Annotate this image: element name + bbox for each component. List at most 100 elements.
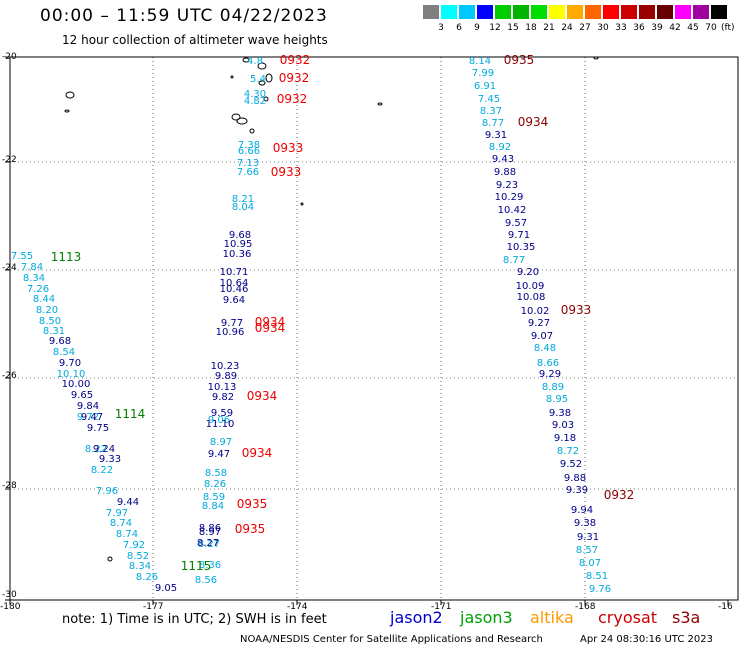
scale-label: 18 [525, 23, 537, 33]
wave-height-label: 9.72 [77, 412, 99, 423]
wave-height-label: 10.23 [211, 361, 240, 372]
island-shape [263, 96, 269, 102]
island-shape [64, 109, 70, 113]
wave-height-label: 11.10 [206, 419, 235, 430]
scale-swatch [621, 5, 637, 19]
island-shape [231, 113, 241, 121]
scale-swatch [567, 5, 583, 19]
scale-swatch [513, 5, 529, 19]
wave-height-label: 10.00 [62, 379, 91, 390]
lon-label-177: -177 [143, 602, 164, 612]
wave-height-label: 10.35 [507, 242, 536, 253]
wave-height-label: 8.26 [204, 479, 226, 490]
island-shape [65, 91, 75, 99]
wave-height-label: 7.92 [123, 540, 145, 551]
lat-label-20: -20 [2, 52, 17, 62]
wave-height-label: 7.13 [237, 158, 259, 169]
wave-height-label: 7.55 [11, 251, 33, 262]
wave-height-label: 9.57 [505, 218, 527, 229]
wave-height-label: 4.82 [244, 96, 266, 107]
wave-height-label: 6.91 [474, 81, 496, 92]
wave-height-label: 7.96 [96, 486, 118, 497]
wave-height-label: 8.56 [195, 575, 217, 586]
wave-height-label: 8.14 [469, 56, 491, 67]
wave-height-label: 9.82 [212, 392, 234, 403]
wave-height-label: 8.92 [489, 142, 511, 153]
page-subtitle: 12 hour collection of altimeter wave hei… [62, 33, 328, 47]
scale-swatch [423, 5, 439, 19]
wave-height-label: 10.09 [516, 281, 545, 292]
map-frame [9, 56, 739, 601]
scale-swatch [711, 5, 727, 19]
wave-height-label: 10.13 [208, 382, 237, 393]
wave-height-label: 8.07 [579, 558, 601, 569]
island-shape [257, 62, 267, 70]
scale-label: 42 [669, 23, 681, 33]
wave-height-label: 8.95 [546, 394, 568, 405]
wave-height-label: 8.77 [482, 118, 504, 129]
scale-label: 45 [687, 23, 699, 33]
wave-height-label: 10.29 [495, 192, 524, 203]
wave-height-label: 10.36 [223, 249, 252, 260]
scale-swatch [585, 5, 601, 19]
scale-unit: (ft) [721, 23, 735, 33]
wave-height-label: 8.54 [53, 347, 75, 358]
wave-height-label: 10.71 [220, 267, 249, 278]
island-shape [593, 56, 599, 60]
wave-height-label: 9.43 [492, 154, 514, 165]
wave-height-label: 9.94 [571, 505, 593, 516]
wave-height-label: 4.30 [244, 89, 266, 100]
wave-height-label: 8.58 [205, 468, 227, 479]
wave-height-label: 9.76 [589, 584, 611, 595]
lat-label-26: -26 [2, 371, 17, 381]
wave-height-label: 8.04 [232, 202, 254, 213]
wave-height-label: 8.97 [210, 437, 232, 448]
wave-height-label: 9.68 [229, 230, 251, 241]
lon-label-171: -171 [431, 602, 452, 612]
wave-height-label: 9.75 [87, 423, 109, 434]
scale-label: 70 [705, 23, 717, 33]
wave-height-label: 9.38 [574, 518, 596, 529]
wave-height-label: 8.52 [127, 551, 149, 562]
wave-height-label: 9.70 [59, 358, 81, 369]
wave-height-label: 8.74 [116, 529, 138, 540]
pass-time-label: 0932 [604, 488, 635, 502]
wave-height-label: 9.07 [531, 331, 553, 342]
island-shape [249, 128, 255, 134]
wave-height-label: 8.36 [199, 560, 221, 571]
pass-time-label: 0935 [235, 522, 266, 536]
pass-time-label: 0934 [247, 389, 278, 403]
wave-height-label: 10.46 [220, 284, 249, 295]
pass-time-label: 1115 [181, 559, 212, 573]
pass-time-label: 0932 [279, 71, 310, 85]
wave-height-label: 9.03 [552, 420, 574, 431]
pass-time-label: 0935 [237, 497, 268, 511]
wave-height-label: 9.31 [577, 532, 599, 543]
scale-swatch [531, 5, 547, 19]
legend-jason3: jason3 [460, 608, 513, 627]
wave-height-label: 8.31 [43, 326, 65, 337]
wave-height-label: 8.50 [39, 316, 61, 327]
wave-height-label: 9.77 [221, 318, 243, 329]
wave-height-label: 10.96 [216, 327, 245, 338]
wave-height-label: 9.88 [564, 473, 586, 484]
wave-height-label: 7.45 [478, 94, 500, 105]
scale-label: 21 [543, 23, 555, 33]
pass-time-label: 0934 [518, 115, 549, 129]
scale-label: 27 [579, 23, 591, 33]
pass-time-label: 0934 [255, 321, 286, 335]
scale-label: 24 [561, 23, 573, 33]
wave-height-label: 9.59 [211, 408, 233, 419]
wave-height-label: 8.97 [199, 527, 221, 538]
scale-swatch [477, 5, 493, 19]
wave-height-label: 9.68 [49, 336, 71, 347]
scale-label: 6 [456, 23, 462, 33]
wave-height-label: 10.42 [498, 205, 527, 216]
page-title: 00:00 – 11:59 UTC 04/22/2023 [40, 6, 328, 26]
island-shape [242, 57, 250, 63]
wave-height-label: 10.10 [57, 369, 86, 380]
scale-label: 12 [489, 23, 501, 33]
wave-height-label: 9.84 [77, 401, 99, 412]
lon-label-168: -168 [575, 602, 596, 612]
wave-height-label: 4.8 [247, 56, 263, 67]
